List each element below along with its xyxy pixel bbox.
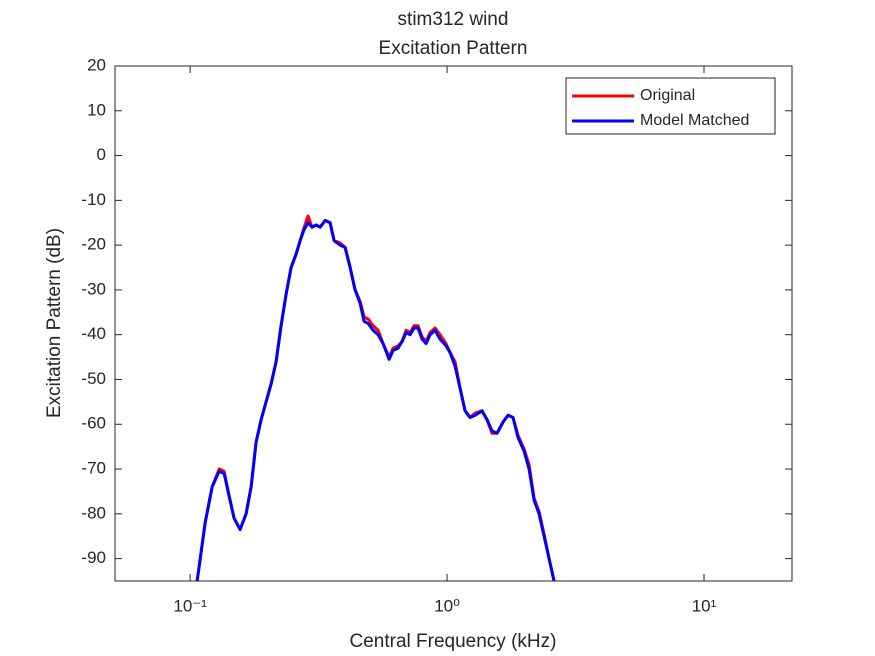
y-tick-label: 0 — [97, 145, 106, 164]
y-tick-label: 20 — [87, 55, 106, 74]
y-axis-label: Excitation Pattern (dB) — [44, 228, 65, 418]
x-tick-label: 10¹ — [692, 596, 717, 615]
y-tick-label: 10 — [87, 100, 106, 119]
y-tick-label: -10 — [81, 190, 106, 209]
chart-title: stim312 wind — [398, 9, 509, 30]
y-tick-label: -40 — [81, 324, 106, 343]
plot-frame — [114, 65, 793, 582]
legend — [565, 77, 776, 135]
x-tick-label: 10⁻¹ — [173, 596, 207, 615]
y-tick-label: -80 — [81, 503, 106, 522]
legend-label: Original — [640, 87, 695, 104]
series-line — [195, 219, 556, 581]
plot-area — [195, 214, 556, 581]
y-tick-label: -30 — [81, 279, 106, 298]
y-tick-label: -60 — [81, 414, 106, 433]
chart-subtitle: Excitation Pattern — [379, 38, 528, 59]
y-tick-label: -70 — [81, 459, 106, 478]
x-axis-label: Central Frequency (kHz) — [350, 631, 557, 652]
y-tick-label: -90 — [81, 548, 106, 567]
legend-label: Model Matched — [640, 112, 749, 129]
y-tick-label: -50 — [81, 369, 106, 388]
y-tick-label: -20 — [81, 235, 106, 254]
x-tick-label: 10⁰ — [434, 596, 460, 615]
